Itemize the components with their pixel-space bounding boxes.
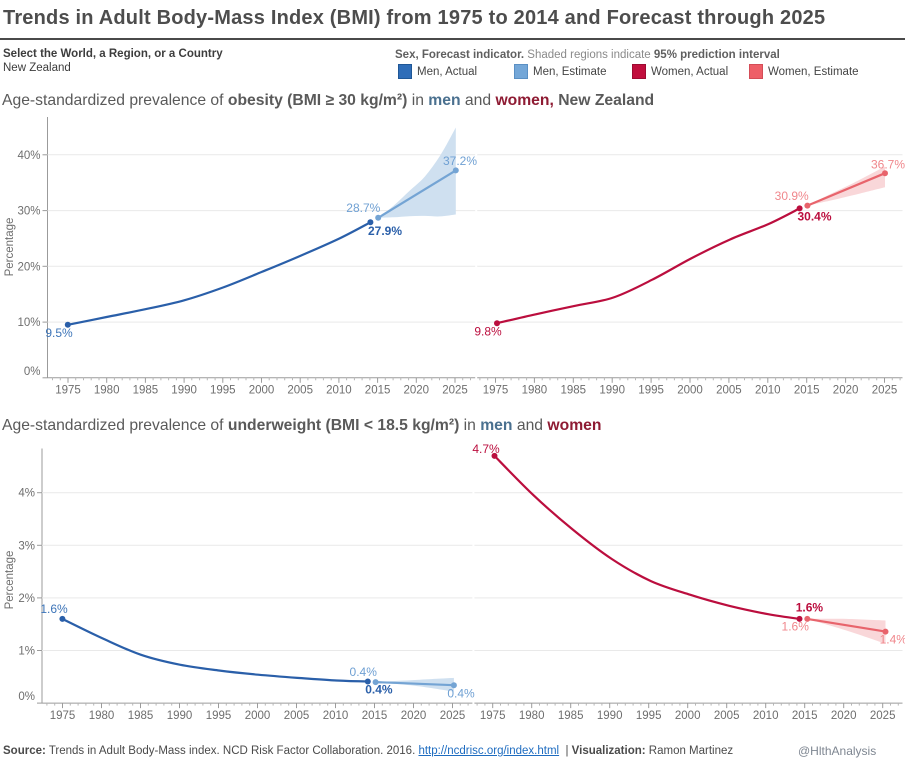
svg-text:1.6%: 1.6% <box>796 600 824 614</box>
svg-text:1980: 1980 <box>519 710 545 722</box>
svg-text:1995: 1995 <box>206 710 232 722</box>
svg-text:36.7%: 36.7% <box>871 157 905 171</box>
svg-text:37.2%: 37.2% <box>443 154 477 168</box>
svg-text:2015: 2015 <box>362 710 388 722</box>
svg-text:2005: 2005 <box>284 710 310 722</box>
svg-text:30.4%: 30.4% <box>797 210 831 224</box>
svg-text:9.5%: 9.5% <box>45 326 73 340</box>
svg-text:1990: 1990 <box>171 385 197 397</box>
svg-text:20%: 20% <box>17 261 40 273</box>
svg-text:Percentage: Percentage <box>4 218 16 277</box>
svg-text:1975: 1975 <box>55 385 81 397</box>
svg-text:1975: 1975 <box>483 385 509 397</box>
svg-text:1.6%: 1.6% <box>782 620 810 634</box>
svg-text:0.4%: 0.4% <box>350 665 378 679</box>
svg-text:2%: 2% <box>18 593 35 605</box>
svg-text:1980: 1980 <box>522 385 548 397</box>
svg-text:1%: 1% <box>18 646 35 658</box>
svg-text:1.4%: 1.4% <box>880 632 905 646</box>
svg-text:0%: 0% <box>18 691 35 703</box>
svg-text:30%: 30% <box>17 206 40 218</box>
svg-text:2025: 2025 <box>440 710 466 722</box>
svg-text:2000: 2000 <box>677 385 703 397</box>
svg-text:1985: 1985 <box>561 385 587 397</box>
svg-text:2010: 2010 <box>755 385 781 397</box>
svg-text:2020: 2020 <box>833 385 859 397</box>
svg-text:2010: 2010 <box>753 710 779 722</box>
svg-text:2015: 2015 <box>792 710 818 722</box>
svg-text:Percentage: Percentage <box>4 551 16 610</box>
svg-text:2010: 2010 <box>326 385 352 397</box>
svg-text:30.9%: 30.9% <box>775 189 809 203</box>
svg-text:1975: 1975 <box>480 710 506 722</box>
svg-text:1990: 1990 <box>167 710 193 722</box>
svg-text:0%: 0% <box>24 366 41 378</box>
svg-text:2000: 2000 <box>249 385 275 397</box>
svg-text:2000: 2000 <box>245 710 271 722</box>
svg-text:3%: 3% <box>18 540 35 552</box>
svg-text:28.7%: 28.7% <box>346 201 380 215</box>
svg-text:1990: 1990 <box>599 385 625 397</box>
svg-text:1980: 1980 <box>89 710 115 722</box>
svg-text:4.7%: 4.7% <box>472 442 500 456</box>
svg-text:2005: 2005 <box>287 385 313 397</box>
svg-text:1990: 1990 <box>597 710 623 722</box>
svg-text:1985: 1985 <box>128 710 154 722</box>
svg-text:2000: 2000 <box>675 710 701 722</box>
svg-text:1985: 1985 <box>133 385 159 397</box>
svg-text:40%: 40% <box>17 150 40 162</box>
svg-text:2020: 2020 <box>404 385 430 397</box>
svg-text:2025: 2025 <box>870 710 896 722</box>
svg-text:2010: 2010 <box>323 710 349 722</box>
svg-text:2015: 2015 <box>365 385 391 397</box>
svg-text:9.8%: 9.8% <box>474 325 502 339</box>
svg-text:1.6%: 1.6% <box>40 602 68 616</box>
svg-text:10%: 10% <box>17 317 40 329</box>
svg-text:0.4%: 0.4% <box>447 686 475 700</box>
svg-text:1985: 1985 <box>558 710 584 722</box>
svg-text:1995: 1995 <box>638 385 664 397</box>
svg-text:0.4%: 0.4% <box>365 682 393 696</box>
svg-text:1980: 1980 <box>94 385 120 397</box>
svg-text:1995: 1995 <box>210 385 236 397</box>
svg-text:2005: 2005 <box>716 385 742 397</box>
svg-text:1975: 1975 <box>50 710 76 722</box>
svg-text:4%: 4% <box>18 488 35 500</box>
svg-text:2025: 2025 <box>442 385 468 397</box>
svg-text:2005: 2005 <box>714 710 740 722</box>
svg-text:2020: 2020 <box>401 710 427 722</box>
svg-text:27.9%: 27.9% <box>368 224 402 238</box>
svg-text:1995: 1995 <box>636 710 662 722</box>
svg-text:2015: 2015 <box>794 385 820 397</box>
svg-text:2025: 2025 <box>872 385 898 397</box>
svg-text:2020: 2020 <box>831 710 857 722</box>
